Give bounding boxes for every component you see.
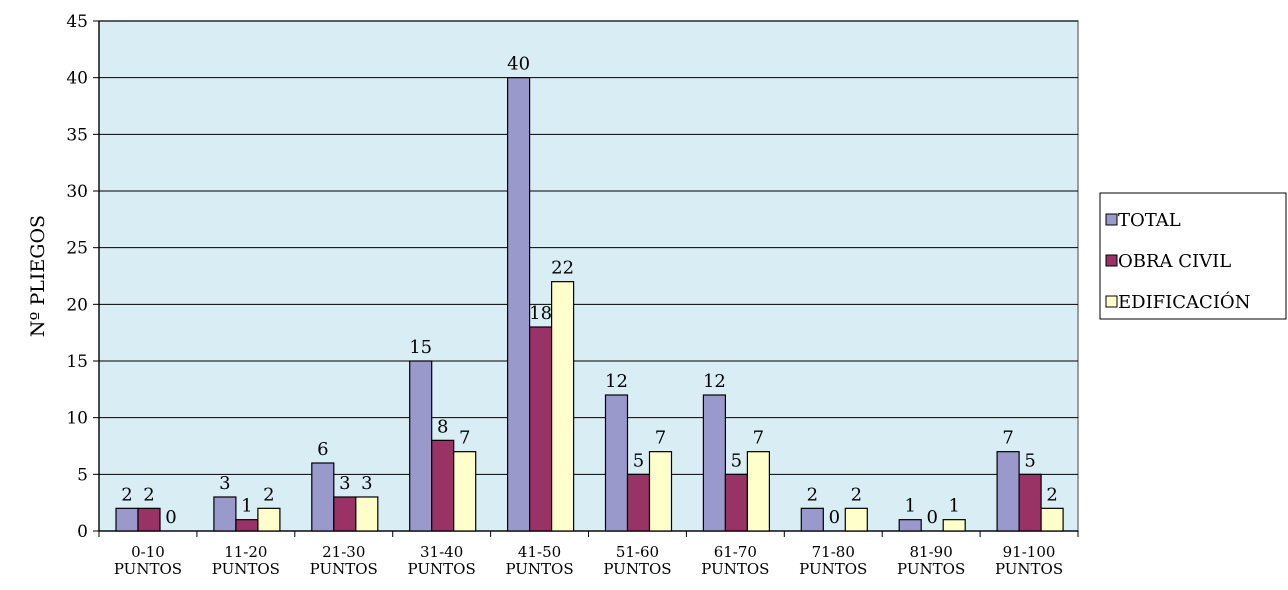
data-label: 1 — [948, 496, 959, 517]
data-label: 5 — [633, 450, 644, 471]
y-tick-label: 35 — [66, 125, 88, 145]
legend-label: OBRA CIVIL — [1118, 251, 1231, 272]
x-tick-label: PUNTOS — [897, 560, 965, 578]
x-tick-label: PUNTOS — [408, 560, 476, 578]
data-label: 18 — [529, 303, 552, 324]
data-label: 2 — [807, 484, 818, 505]
y-tick-label: 5 — [77, 465, 88, 485]
data-label: 15 — [409, 337, 432, 358]
x-tick-label: 81-90 — [910, 543, 953, 561]
data-label: 1 — [241, 496, 252, 517]
bar-edificaci-n — [942, 519, 966, 532]
bar-edificaci-n — [453, 451, 477, 532]
bar-obra-civil — [431, 439, 455, 532]
bar-total — [800, 507, 824, 532]
y-tick-label: 20 — [66, 295, 88, 315]
bar-total — [311, 462, 335, 532]
bar-edificaci-n — [550, 281, 575, 532]
data-label: 2 — [1046, 484, 1057, 505]
legend-swatch — [1105, 213, 1118, 226]
x-tick-label: 61-70 — [714, 543, 757, 561]
data-label: 2 — [851, 484, 862, 505]
data-label: 2 — [121, 484, 132, 505]
bar-total — [996, 451, 1020, 532]
plot-area — [98, 20, 1079, 532]
bar-obra-civil — [333, 496, 357, 532]
x-tick-label: PUNTOS — [505, 560, 573, 578]
data-label: 12 — [605, 371, 628, 392]
y-axis-title: Nº PLIEGOS — [27, 215, 49, 337]
bar-obra-civil — [528, 326, 553, 532]
x-tick-label: PUNTOS — [114, 560, 182, 578]
data-label: 0 — [829, 507, 840, 528]
data-label: 5 — [1024, 450, 1035, 471]
data-label: 0 — [926, 507, 937, 528]
data-label: 3 — [361, 473, 372, 494]
x-tick-label: PUNTOS — [603, 560, 671, 578]
legend-box — [1099, 192, 1287, 320]
data-label: 3 — [219, 473, 230, 494]
data-label: 6 — [317, 439, 328, 460]
bar-obra-civil — [137, 507, 161, 532]
x-tick-label: 91-100 — [1003, 543, 1056, 561]
x-tick-label: 51-60 — [616, 543, 659, 561]
data-label: 5 — [731, 450, 742, 471]
x-tick-label: 41-50 — [518, 543, 561, 561]
data-label: 40 — [507, 54, 530, 75]
bar-total — [213, 496, 237, 532]
bar-edificaci-n — [648, 451, 673, 532]
bar-total — [898, 519, 922, 532]
bar-edificaci-n — [257, 507, 281, 532]
bar-obra-civil — [235, 519, 259, 532]
data-label: 22 — [551, 258, 574, 279]
legend-swatch — [1105, 254, 1118, 267]
x-tick-label: PUNTOS — [799, 560, 867, 578]
x-tick-label: PUNTOS — [995, 560, 1063, 578]
data-label: 0 — [165, 507, 176, 528]
bar-total — [604, 394, 629, 532]
x-tick-label: 31-40 — [420, 543, 463, 561]
bar-total — [409, 360, 433, 532]
data-label: 7 — [655, 428, 666, 449]
x-tick-label: PUNTOS — [310, 560, 378, 578]
y-tick-label: 15 — [66, 352, 88, 372]
data-label: 7 — [1002, 428, 1013, 449]
bar-obra-civil — [724, 473, 749, 532]
y-tick-label: 45 — [66, 12, 88, 32]
x-tick-label: 21-30 — [322, 543, 365, 561]
y-tick-label: 0 — [77, 522, 88, 542]
data-label: 2 — [143, 484, 154, 505]
bar-obra-civil — [1018, 473, 1042, 532]
data-label: 3 — [339, 473, 350, 494]
data-label: 1 — [904, 496, 915, 517]
bar-edificaci-n — [355, 496, 379, 532]
data-label: 7 — [753, 428, 764, 449]
y-tick-label: 10 — [66, 409, 88, 429]
legend-label: TOTAL — [1118, 210, 1181, 231]
x-tick-label: 71-80 — [812, 543, 855, 561]
bar-edificaci-n — [1040, 507, 1064, 532]
x-tick-label: PUNTOS — [212, 560, 280, 578]
legend-swatch — [1105, 295, 1118, 308]
x-tick-label: PUNTOS — [701, 560, 769, 578]
bar-total — [507, 77, 531, 532]
x-tick-label: 0-10 — [131, 543, 165, 561]
bar-edificaci-n — [746, 451, 771, 532]
bar-total — [702, 394, 727, 532]
y-tick-label: 40 — [66, 69, 88, 89]
x-tick-label: 11-20 — [224, 543, 267, 561]
data-label: 8 — [437, 416, 448, 437]
legend-label: EDIFICACIÓN — [1118, 290, 1250, 313]
data-label: 2 — [263, 484, 274, 505]
bar-total — [115, 507, 139, 532]
data-label: 12 — [703, 371, 726, 392]
bar-edificaci-n — [844, 507, 868, 532]
y-tick-label: 30 — [66, 182, 88, 202]
data-label: 7 — [459, 428, 470, 449]
bar-obra-civil — [626, 473, 651, 532]
y-tick-label: 25 — [66, 239, 88, 259]
